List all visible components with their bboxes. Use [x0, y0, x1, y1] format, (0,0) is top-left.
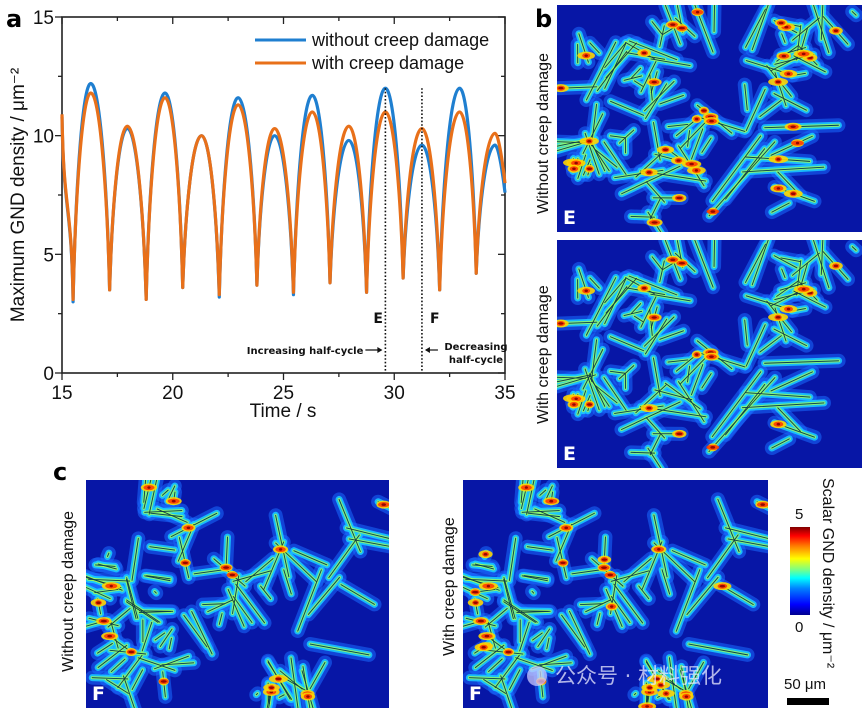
increasing-half-cycle-label: Increasing half-cycle — [247, 346, 364, 357]
decreasing-half-cycle-label: Decreasing — [444, 342, 507, 353]
y-axis-label: Maximum GND density / μm⁻² — [8, 68, 29, 322]
x-tick-label: 15 — [51, 383, 72, 404]
series-line-with — [60, 91, 507, 302]
y-tick-label: 15 — [33, 8, 54, 29]
y-tick-label: 5 — [43, 245, 54, 266]
panel-b-bottom-row-label: With creep damage — [535, 285, 552, 424]
y-tick-label: 10 — [33, 127, 54, 148]
x-tick-label: 30 — [384, 383, 405, 404]
chart-annotations: E F Increasing half-cycle Decreasing half-cy… — [247, 88, 508, 373]
chart-axes: 15 20 25 30 35 0 5 10 15 — [33, 8, 516, 404]
watermark-text: 公众号 · 材料强化 — [555, 664, 723, 688]
gnd-density-chart: 15 20 25 30 35 0 5 10 15 E F Increasing half-cycle… — [8, 8, 516, 422]
y-tick-label: 0 — [43, 364, 54, 385]
colorbar — [790, 527, 810, 615]
chart-series — [60, 81, 507, 304]
gnd-map-c-without-creep: F — [86, 480, 389, 708]
map-tag-f-left: F — [92, 683, 105, 705]
colorbar-title: Scalar GND density / μm⁻² — [819, 478, 836, 669]
legend-label-with: with creep damage — [311, 53, 464, 73]
map-tag-e-top: E — [563, 207, 576, 229]
x-tick-label: 20 — [162, 383, 183, 404]
watermark: 公众号 · 材料强化 — [527, 660, 722, 690]
colorbar-max-label: 5 — [795, 506, 804, 523]
gnd-map-c-with-creep: F — [463, 480, 768, 708]
chart-legend: without creep damage with creep damage — [255, 30, 489, 73]
panel-c-right-label: With creep damage — [441, 517, 458, 656]
panel-b-letter: b — [535, 5, 553, 33]
gnd-map-b-without-creep: E — [557, 5, 862, 232]
decreasing-half-cycle-label-2: half-cycle — [449, 355, 503, 366]
marker-label-f: F — [430, 311, 440, 327]
wechat-icon — [527, 666, 547, 686]
arrowhead-f — [424, 347, 430, 353]
panel-a-letter: a — [6, 5, 23, 33]
arrowhead-e — [377, 347, 383, 353]
colorbar-min-label: 0 — [795, 619, 804, 636]
map-tag-f-right: F — [469, 683, 482, 705]
scale-bar — [787, 698, 829, 705]
x-tick-label: 25 — [273, 383, 294, 404]
gnd-map-b-with-creep: E — [557, 240, 862, 468]
panel-c-letter: c — [53, 458, 68, 486]
legend-label-without: without creep damage — [311, 30, 489, 50]
x-tick-label: 35 — [494, 383, 515, 404]
marker-label-e: E — [373, 311, 383, 327]
map-tag-e-bottom: E — [563, 443, 576, 465]
scale-bar-label: 50 μm — [784, 676, 826, 693]
panel-c-left-label: Without creep damage — [60, 511, 77, 672]
x-axis-label: Time / s — [250, 401, 317, 422]
panel-b-top-row-label: Without creep damage — [535, 53, 552, 214]
